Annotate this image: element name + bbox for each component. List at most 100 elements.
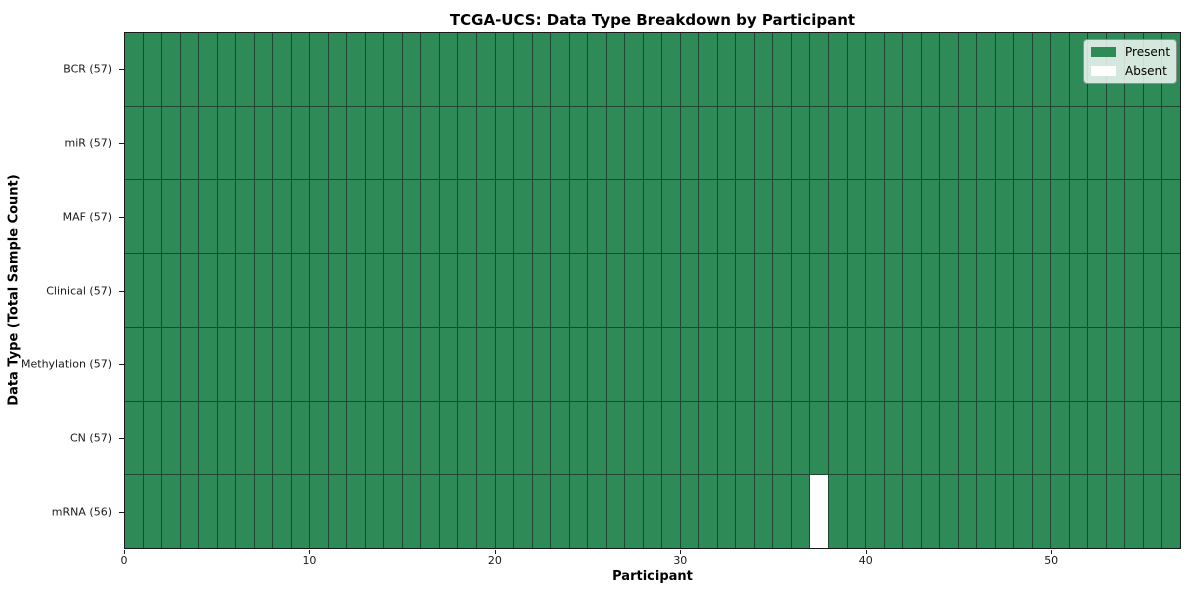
- heatmap-cell-present: [662, 33, 680, 106]
- heatmap-cell-present: [236, 180, 254, 254]
- heatmap-cell-present: [328, 327, 347, 401]
- heatmap-cell-present: [940, 401, 958, 475]
- heatmap-cell-present: [495, 180, 514, 254]
- heatmap-cell-present: [1088, 475, 1106, 548]
- heatmap-cell-present: [847, 254, 866, 327]
- heatmap-cell-present: [1051, 180, 1069, 254]
- heatmap-cell-present: [236, 475, 254, 548]
- heatmap-cell-present: [1069, 33, 1088, 106]
- heatmap-cell-present: [421, 327, 439, 401]
- heatmap-cell-present: [1032, 180, 1051, 254]
- heatmap-cell-present: [1014, 254, 1032, 327]
- heatmap-cell-present: [810, 327, 828, 401]
- heatmap-cell-present: [162, 401, 180, 475]
- heatmap-cell-present: [551, 106, 569, 180]
- heatmap-cell-present: [514, 254, 532, 327]
- heatmap-cell-present: [1014, 33, 1032, 106]
- heatmap-cell-present: [217, 475, 236, 548]
- heatmap-cell-present: [439, 180, 458, 254]
- heatmap-cell-present: [903, 254, 921, 327]
- heatmap-cell-present: [1143, 401, 1162, 475]
- heatmap-cell-present: [143, 180, 162, 254]
- heatmap-cell-present: [699, 401, 717, 475]
- heatmap-cell-present: [458, 180, 476, 254]
- legend-item-present: Present: [1091, 45, 1170, 59]
- heatmap-cell-present: [421, 254, 439, 327]
- heatmap-cell-present: [736, 180, 754, 254]
- heatmap-cell-present: [347, 475, 365, 548]
- heatmap-cell-present: [384, 475, 402, 548]
- x-tick-label: 20: [487, 554, 502, 567]
- heatmap-cell-present: [291, 106, 310, 180]
- heatmap-cell-present: [199, 33, 217, 106]
- heatmap-cell-present: [736, 327, 754, 401]
- heatmap-cell-present: [754, 254, 773, 327]
- heatmap-cell-present: [1125, 475, 1143, 548]
- heatmap-cell-present: [680, 327, 699, 401]
- heatmap-cell-present: [736, 33, 754, 106]
- heatmap-cell-present: [532, 254, 551, 327]
- heatmap-cell-present: [273, 475, 291, 548]
- heatmap-cell-present: [625, 33, 643, 106]
- heatmap-cell-present: [273, 254, 291, 327]
- heatmap-cell-present: [1088, 180, 1106, 254]
- heatmap-cell-present: [884, 475, 903, 548]
- heatmap-cell-present: [254, 327, 273, 401]
- heatmap-cell-present: [1143, 327, 1162, 401]
- heatmap-cell-present: [569, 33, 588, 106]
- x-axis-title: Participant: [612, 569, 693, 584]
- heatmap-cell-present: [1106, 401, 1125, 475]
- heatmap-cell-present: [421, 180, 439, 254]
- legend-present-swatch-icon: [1091, 47, 1116, 57]
- heatmap-cell-present: [847, 327, 866, 401]
- heatmap-cell-present: [662, 327, 680, 401]
- heatmap-cell-present: [347, 254, 365, 327]
- heatmap-cell-present: [180, 106, 199, 180]
- heatmap-cell-present: [514, 475, 532, 548]
- heatmap-cell-present: [588, 33, 606, 106]
- heatmap-cell-present: [532, 180, 551, 254]
- heatmap-cell-present: [995, 327, 1014, 401]
- y-tick-label: miR (57): [64, 136, 113, 150]
- heatmap-cell-present: [1069, 475, 1088, 548]
- heatmap-cell-present: [439, 33, 458, 106]
- heatmap-cell-present: [347, 106, 365, 180]
- heatmap-cell-present: [180, 254, 199, 327]
- heatmap-cell-present: [162, 180, 180, 254]
- heatmap-cell-present: [402, 254, 421, 327]
- heatmap-cell-present: [921, 106, 940, 180]
- heatmap-cell-present: [977, 106, 995, 180]
- heatmap-cell-present: [662, 106, 680, 180]
- heatmap-cell-present: [903, 33, 921, 106]
- heatmap-cell-present: [995, 180, 1014, 254]
- heatmap-cell-present: [217, 106, 236, 180]
- heatmap-cell-present: [717, 401, 736, 475]
- heatmap-cell-present: [199, 475, 217, 548]
- heatmap-cell-present: [476, 401, 495, 475]
- heatmap-cell-present: [810, 33, 828, 106]
- y-tick-mark: [119, 512, 124, 514]
- heatmap-cell-present: [995, 254, 1014, 327]
- heatmap-cell-present: [1088, 254, 1106, 327]
- heatmap-cell-present: [384, 254, 402, 327]
- heatmap-cell-present: [532, 475, 551, 548]
- heatmap-cell-present: [699, 106, 717, 180]
- heatmap-cell-present: [328, 254, 347, 327]
- heatmap-cell-present: [1088, 327, 1106, 401]
- heatmap-cell-present: [1162, 401, 1180, 475]
- heatmap-cell-present: [1032, 475, 1051, 548]
- heatmap-cell-present: [680, 33, 699, 106]
- heatmap-cell-present: [551, 180, 569, 254]
- heatmap-cell-present: [439, 401, 458, 475]
- heatmap-cell-present: [773, 254, 791, 327]
- heatmap-cell-present: [495, 327, 514, 401]
- heatmap-cell-present: [384, 106, 402, 180]
- heatmap-cell-present: [773, 475, 791, 548]
- heatmap-cell-present: [476, 475, 495, 548]
- heatmap-cell-present: [310, 33, 328, 106]
- heatmap-cell-present: [143, 327, 162, 401]
- x-tick-mark: [1051, 550, 1053, 554]
- heatmap-cell-present: [180, 327, 199, 401]
- heatmap-cell-present: [384, 180, 402, 254]
- heatmap-cell-present: [866, 33, 884, 106]
